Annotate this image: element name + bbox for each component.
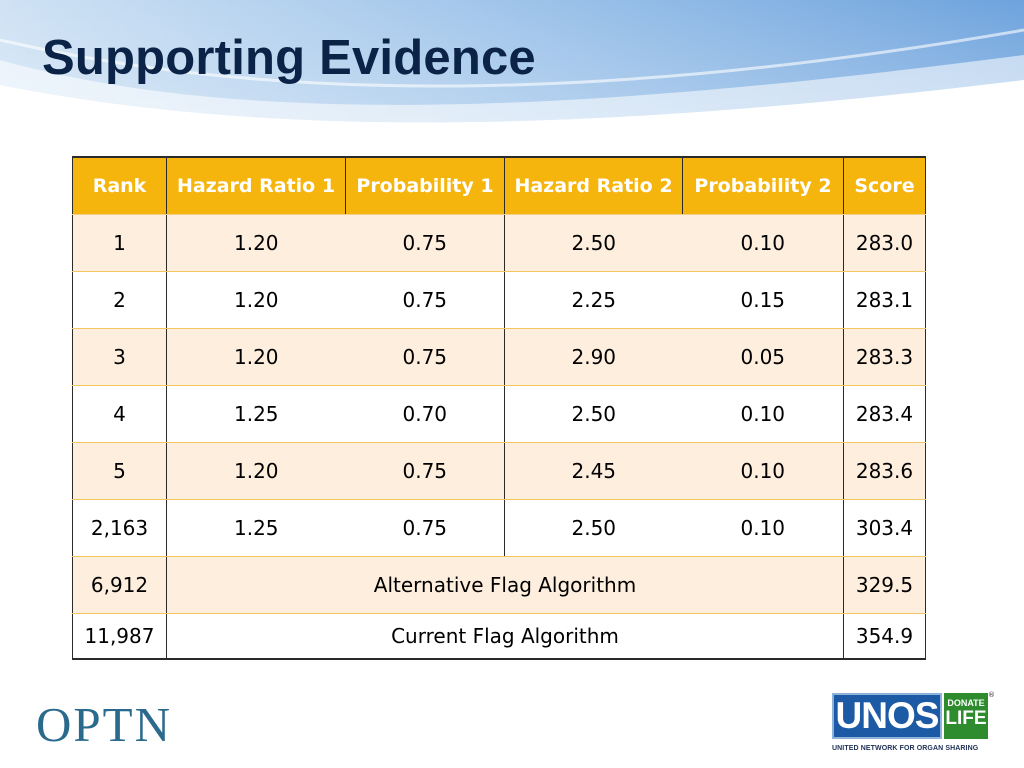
unos-tagline: UNITED NETWORK FOR ORGAN SHARING — [832, 745, 979, 752]
cell-probability-1: 0.75 — [345, 442, 505, 500]
cell-hazard-ratio-2: 2.90 — [504, 328, 683, 386]
cell-probability-2: 0.05 — [682, 328, 844, 386]
slide-title: Supporting Evidence — [42, 31, 536, 85]
cell-rank: 2,163 — [72, 499, 167, 557]
cell-probability-1: 0.75 — [345, 328, 505, 386]
cell-score: 283.3 — [843, 328, 926, 386]
cell-hazard-ratio-2: 2.50 — [504, 214, 683, 272]
table-header-row: Rank Hazard Ratio 1 Probability 1 Hazard… — [72, 156, 926, 215]
background-wave — [0, 0, 1024, 150]
table-row: 5 1.20 0.75 2.45 0.10 283.6 — [72, 442, 926, 500]
cell-hazard-ratio-1: 1.20 — [166, 214, 346, 272]
cell-score: 283.4 — [843, 385, 926, 443]
cell-hazard-ratio-1: 1.25 — [166, 499, 346, 557]
optn-logo: OPTN — [36, 697, 172, 752]
cell-rank: 11,987 — [72, 613, 167, 660]
cell-rank: 2 — [72, 271, 167, 329]
cell-probability-1: 0.75 — [345, 214, 505, 272]
cell-probability-2: 0.10 — [682, 499, 844, 557]
cell-hazard-ratio-1: 1.20 — [166, 271, 346, 329]
cell-probability-2: 0.10 — [682, 385, 844, 443]
unos-donate-life-logo: UNOS DONATE LIFE ® UNITED NETWORK FOR OR… — [832, 691, 995, 759]
cell-hazard-ratio-2: 2.50 — [504, 499, 683, 557]
table-row: 1 1.20 0.75 2.50 0.10 283.0 — [72, 214, 926, 272]
table-row: 4 1.25 0.70 2.50 0.10 283.4 — [72, 385, 926, 443]
cell-probability-1: 0.70 — [345, 385, 505, 443]
table-row-current-flag: 11,987 Current Flag Algorithm 354.9 — [72, 613, 926, 660]
cell-score: 329.5 — [843, 556, 926, 614]
cell-score: 283.0 — [843, 214, 926, 272]
table-row: 2,163 1.25 0.75 2.50 0.10 303.4 — [72, 499, 926, 557]
table-row: 3 1.20 0.75 2.90 0.05 283.3 — [72, 328, 926, 386]
cell-hazard-ratio-2: 2.45 — [504, 442, 683, 500]
cell-probability-2: 0.10 — [682, 442, 844, 500]
cell-score: 354.9 — [843, 613, 926, 660]
cell-hazard-ratio-1: 1.25 — [166, 385, 346, 443]
cell-rank: 1 — [72, 214, 167, 272]
header-probability-1: Probability 1 — [345, 156, 505, 215]
cell-score: 283.6 — [843, 442, 926, 500]
cell-algorithm-label: Current Flag Algorithm — [166, 613, 844, 660]
cell-score: 303.4 — [843, 499, 926, 557]
cell-probability-1: 0.75 — [345, 271, 505, 329]
cell-probability-2: 0.15 — [682, 271, 844, 329]
header-hazard-ratio-1: Hazard Ratio 1 — [166, 156, 346, 215]
cell-probability-2: 0.10 — [682, 214, 844, 272]
donate-life-badge: DONATE LIFE — [944, 693, 988, 739]
evidence-table: Rank Hazard Ratio 1 Probability 1 Hazard… — [72, 156, 926, 660]
cell-probability-1: 0.75 — [345, 499, 505, 557]
cell-rank: 6,912 — [72, 556, 167, 614]
cell-rank: 3 — [72, 328, 167, 386]
table-row: 2 1.20 0.75 2.25 0.15 283.1 — [72, 271, 926, 329]
life-label: LIFE — [945, 708, 987, 729]
header-hazard-ratio-2: Hazard Ratio 2 — [504, 156, 683, 215]
donate-label: DONATE — [947, 698, 985, 708]
cell-rank: 4 — [72, 385, 167, 443]
cell-hazard-ratio-2: 2.50 — [504, 385, 683, 443]
header-score: Score — [843, 156, 926, 215]
unos-wordmark: UNOS — [832, 693, 942, 739]
cell-score: 283.1 — [843, 271, 926, 329]
cell-algorithm-label: Alternative Flag Algorithm — [166, 556, 844, 614]
cell-rank: 5 — [72, 442, 167, 500]
cell-hazard-ratio-2: 2.25 — [504, 271, 683, 329]
registered-mark: ® — [988, 691, 995, 699]
cell-hazard-ratio-1: 1.20 — [166, 442, 346, 500]
header-rank: Rank — [72, 156, 167, 215]
header-probability-2: Probability 2 — [682, 156, 844, 215]
cell-hazard-ratio-1: 1.20 — [166, 328, 346, 386]
table-row-alternative-flag: 6,912 Alternative Flag Algorithm 329.5 — [72, 556, 926, 614]
